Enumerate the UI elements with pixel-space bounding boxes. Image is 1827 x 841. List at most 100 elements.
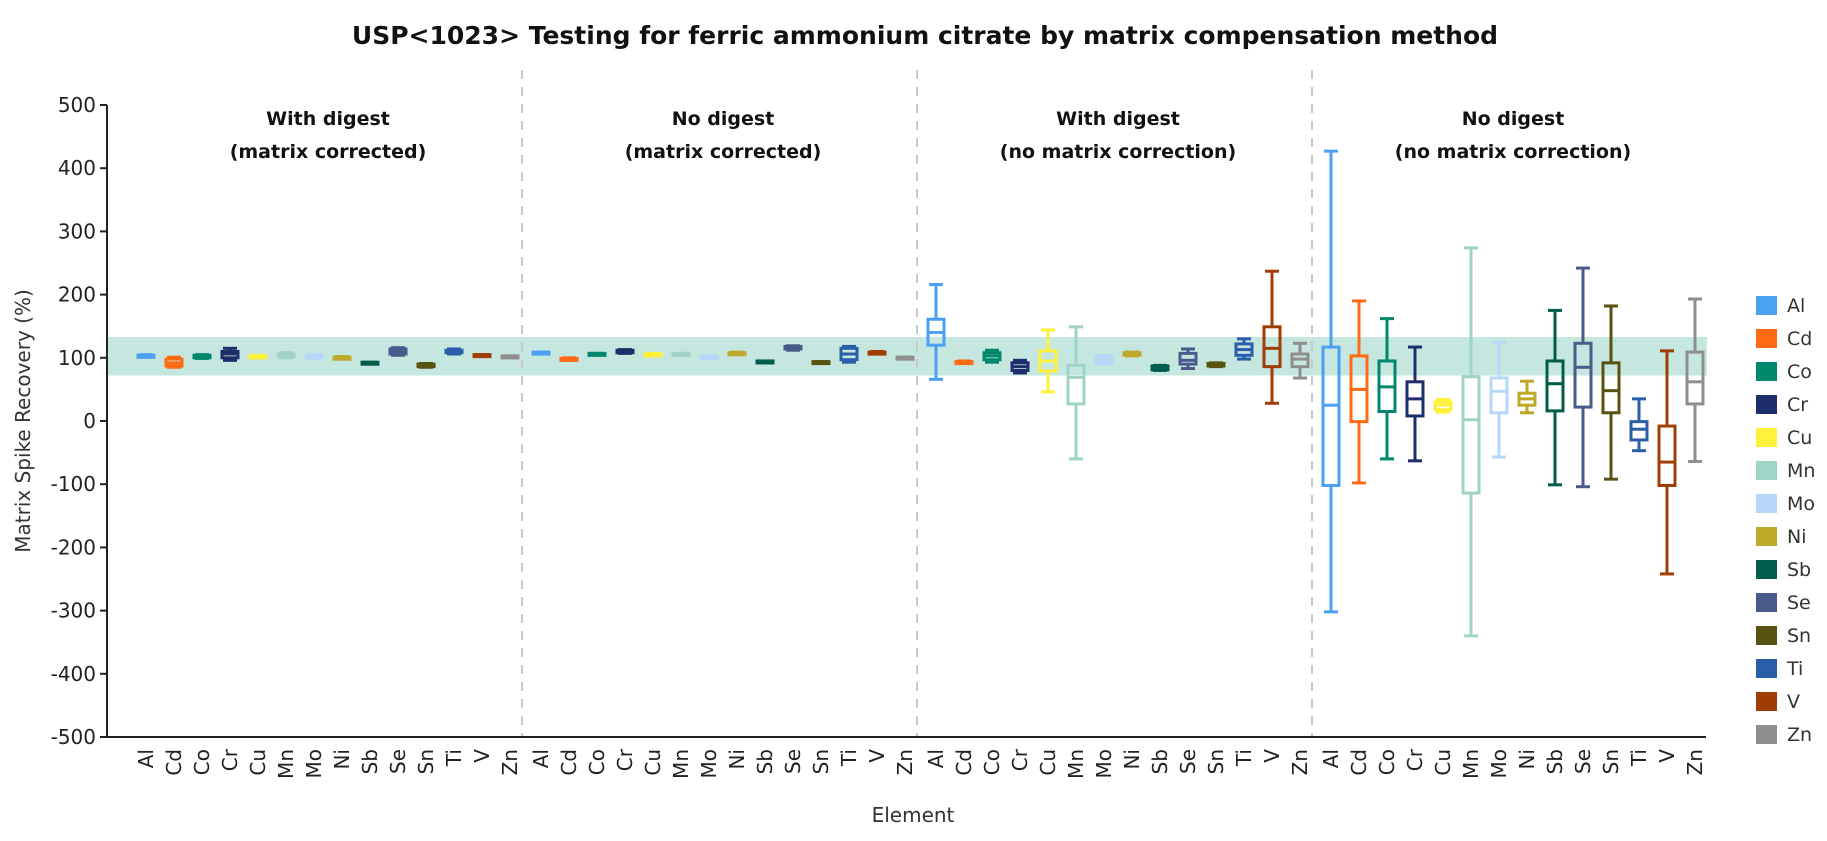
x-tick-label: Se — [1176, 749, 1200, 774]
x-tick-label: Al — [529, 749, 553, 768]
group-label-line2: (matrix corrected) — [625, 141, 822, 163]
x-tick-label: Mn — [274, 749, 298, 779]
box-Sn — [811, 360, 831, 366]
x-tick-label: Cu — [1431, 749, 1455, 776]
x-tick-label: Cr — [1403, 748, 1427, 771]
group-label-line2: (no matrix correction) — [1395, 141, 1631, 163]
legend-item-Se: Se — [1756, 592, 1811, 614]
legend-label: Ti — [1786, 658, 1803, 680]
box-iqr — [1657, 424, 1677, 487]
box-Sb — [360, 360, 380, 366]
x-tick-label: Cu — [246, 749, 270, 776]
x-tick-label: Ti — [1232, 749, 1256, 767]
x-tick-label: Mn — [1064, 749, 1088, 779]
y-tick-label: 400 — [58, 156, 96, 180]
box-iqr — [1573, 341, 1593, 409]
box-Ni — [1122, 350, 1142, 358]
x-tick-label: Cu — [1036, 749, 1060, 776]
box-Zn — [500, 354, 520, 360]
legend-label: Co — [1787, 361, 1812, 383]
legend-label: Cu — [1787, 427, 1812, 449]
x-tick-label: Ni — [1515, 749, 1539, 770]
y-tick-label: 100 — [58, 346, 96, 370]
x-tick-label: Sb — [1543, 749, 1567, 774]
box-Mo — [1094, 353, 1114, 366]
legend-swatch — [1756, 494, 1777, 513]
legend-swatch — [1756, 428, 1777, 447]
box-Ti — [1629, 397, 1649, 453]
box-Sb — [755, 359, 775, 365]
x-tick-label: Cr — [613, 748, 637, 771]
box-Ni — [727, 350, 747, 357]
box-Mn — [671, 351, 691, 357]
x-tick-label: Ni — [1120, 749, 1144, 770]
legend-item-Sb: Sb — [1756, 559, 1811, 581]
legend-item-Cd: Cd — [1756, 328, 1812, 350]
x-tick-label: Cr — [218, 748, 242, 771]
x-tick-label: Se — [781, 749, 805, 774]
y-tick-label: -100 — [51, 472, 96, 496]
box-Cu — [1038, 328, 1058, 394]
x-tick-label: Se — [386, 749, 410, 774]
legend-item-Cr: Cr — [1756, 394, 1808, 416]
box-iqr — [1178, 351, 1198, 366]
box-Zn — [895, 355, 915, 361]
legend-label: V — [1787, 691, 1800, 713]
legend-label: Mn — [1787, 460, 1815, 482]
box-Cd — [954, 359, 974, 366]
legend-label: Cd — [1787, 328, 1812, 350]
x-tick-label: V — [470, 749, 494, 763]
box-iqr — [1489, 376, 1509, 415]
x-tick-label: Sb — [753, 749, 777, 774]
y-tick-label: 0 — [83, 409, 96, 433]
legend-label: Sn — [1787, 625, 1811, 647]
x-tick-label: Mo — [1092, 749, 1116, 779]
box-Mo — [699, 354, 719, 361]
legend-swatch — [1756, 362, 1777, 381]
box-Ti — [1234, 337, 1254, 361]
legend-label: Mo — [1787, 493, 1815, 515]
box-V — [1262, 269, 1282, 405]
x-tick-label: Al — [1319, 749, 1343, 768]
legend-swatch — [1756, 560, 1777, 579]
x-tick-label: Sn — [1599, 749, 1623, 774]
box-V — [472, 353, 492, 359]
box-Cu — [1433, 398, 1453, 414]
box-Al — [531, 350, 551, 356]
legend-swatch — [1756, 593, 1777, 612]
x-tick-label: Zn — [893, 749, 917, 775]
group-label-line2: (matrix corrected) — [230, 141, 427, 163]
x-axis-label: Element — [872, 803, 955, 827]
x-tick-label: Al — [134, 749, 158, 768]
box-Cr — [1405, 345, 1425, 463]
box-Mo — [304, 353, 324, 360]
legend-item-Co: Co — [1756, 361, 1812, 383]
group-label-line1: With digest — [1056, 108, 1180, 130]
legend-label: Al — [1787, 295, 1805, 317]
x-tick-label: Sb — [358, 749, 382, 774]
box-Ti — [444, 347, 464, 356]
legend-item-Mn: Mn — [1756, 460, 1815, 482]
box-Se — [388, 346, 408, 357]
box-iqr — [1066, 363, 1086, 406]
x-tick-label: V — [865, 749, 889, 763]
x-tick-label: Al — [924, 749, 948, 768]
box-Se — [1178, 347, 1198, 371]
legend-item-Mo: Mo — [1756, 493, 1815, 515]
box-Cu — [643, 351, 663, 358]
group-label-line1: No digest — [1462, 108, 1565, 130]
x-tick-label: V — [1655, 749, 1679, 763]
y-tick-label: -500 — [51, 725, 96, 749]
chart-title: USP<1023> Testing for ferric ammonium ci… — [352, 21, 1498, 50]
box-Sb — [1150, 363, 1170, 372]
box-Ni — [1517, 379, 1537, 415]
box-Zn — [1290, 341, 1310, 380]
box-Co — [982, 348, 1002, 364]
box-Mn — [1066, 325, 1086, 461]
x-tick-label: Sn — [809, 749, 833, 774]
x-tick-label: Cr — [1008, 748, 1032, 771]
legend-swatch — [1756, 296, 1777, 315]
box-iqr — [1321, 345, 1341, 487]
legend-swatch — [1756, 527, 1777, 546]
box-Co — [1377, 317, 1397, 461]
